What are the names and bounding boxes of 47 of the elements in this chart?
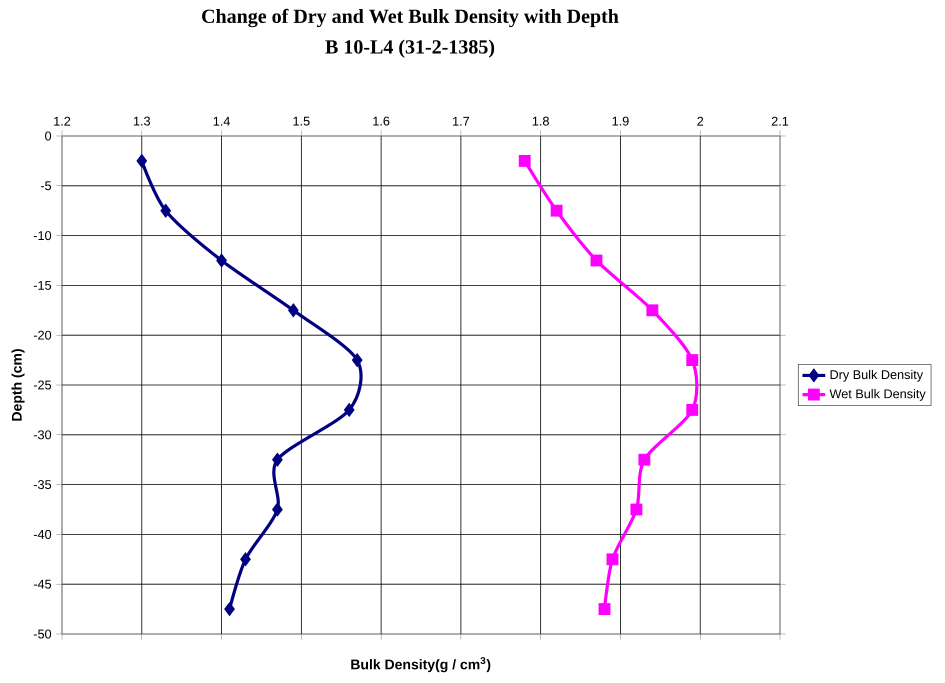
point: [224, 602, 235, 616]
point: [630, 504, 642, 516]
y-tick-label: -10: [34, 231, 52, 240]
x-tick-label: 1.6: [373, 116, 390, 126]
y-axis-title: Depth (cm): [11, 349, 25, 421]
point: [606, 553, 618, 566]
point: [344, 402, 355, 417]
y-tick-label: -25: [34, 380, 52, 390]
x-tick-label: 1.5: [293, 116, 310, 126]
legend-label: Dry Bulk Density: [830, 370, 924, 382]
point: [272, 452, 283, 467]
point: [638, 454, 650, 466]
y-tick-label: 0: [45, 132, 52, 140]
point: [646, 304, 658, 316]
x-tick-label: 1.9: [612, 116, 629, 126]
y-tick-label: -15: [34, 280, 52, 290]
y-tick-label: -50: [34, 630, 52, 638]
x-tick-label: 1.7: [453, 116, 470, 126]
y-tick-label: -30: [34, 430, 52, 440]
x-tick-label: 2.1: [772, 116, 788, 126]
y-tick-label: -40: [34, 530, 52, 539]
chart-title: Change of Dry and Wet Bulk Density with Depth: [202, 8, 619, 28]
point: [288, 303, 299, 318]
x-tick-label: 1.4: [214, 116, 230, 126]
y-tick-label: -35: [34, 480, 52, 490]
point: [686, 354, 698, 366]
point: [598, 603, 610, 616]
point: [352, 353, 363, 368]
y-tick-label: -45: [34, 580, 52, 589]
point: [518, 154, 531, 167]
x-tick-label: 1.8: [532, 116, 549, 126]
point: [272, 502, 283, 517]
x-tick-label: 2: [697, 116, 704, 126]
legend-label: Wet Bulk Density: [830, 389, 926, 401]
x-axis-title: Bulk Density(g / cm$^{3}$): [351, 657, 490, 672]
point: [160, 204, 172, 218]
point: [240, 552, 251, 566]
y-tick-label: -20: [34, 330, 52, 340]
chart-subtitle: B 10-L4 (31-2-1385): [325, 40, 494, 58]
x-tick-label: 1.3: [134, 116, 150, 126]
point: [216, 254, 227, 268]
point: [550, 204, 563, 217]
x-tick-label: 1.2: [54, 116, 70, 126]
point: [686, 404, 698, 416]
point: [590, 254, 602, 266]
point: [136, 154, 148, 168]
y-tick-label: -5: [40, 181, 52, 190]
